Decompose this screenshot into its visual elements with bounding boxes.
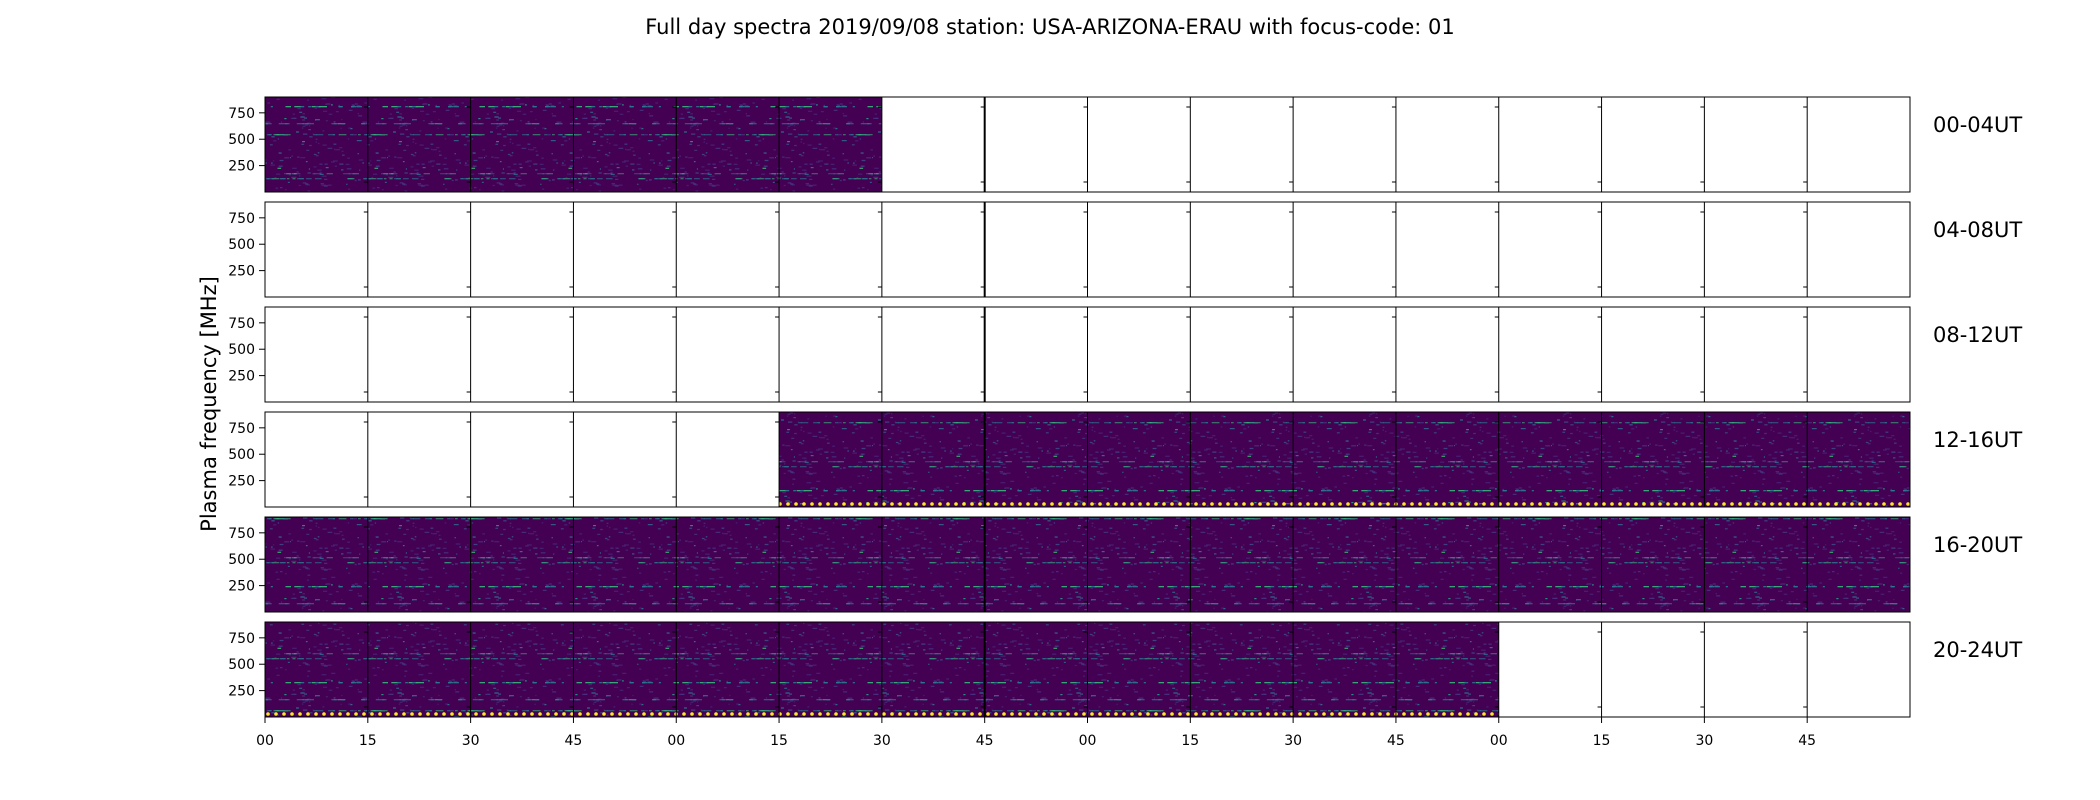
spectra-rows: 250 500 750 00-04UT 250 500 750 04-08UT 250 500 75…: [228, 96, 2022, 718]
x-tick-label: 45: [976, 733, 994, 749]
x-tick-label: 00: [1079, 733, 1097, 749]
y-tick-label: 500: [228, 342, 255, 358]
y-tick-label: 250: [228, 579, 255, 595]
row-label: 00-04UT: [1933, 113, 2022, 137]
y-tick-label: 750: [228, 421, 255, 437]
row-label: 20-24UT: [1933, 638, 2022, 662]
spectra-row-12-16UT: 250 500 750 12-16UT: [228, 411, 2022, 508]
x-tick-label: 30: [1284, 733, 1302, 749]
row-frame: [264, 306, 1911, 403]
x-tick-label: 15: [1181, 733, 1199, 749]
y-tick-label: 500: [228, 552, 255, 568]
x-tick-label: 00: [667, 733, 685, 749]
x-tick-label: 30: [1695, 733, 1713, 749]
y-tick-label: 750: [228, 211, 255, 227]
row-frame: [264, 516, 1911, 613]
row-label: 04-08UT: [1933, 218, 2022, 242]
y-axis-label: Plasma frequency [MHz]: [197, 276, 221, 532]
row-label: 08-12UT: [1933, 323, 2022, 347]
spectra-row-08-12UT: 250 500 750 08-12UT: [228, 306, 2022, 403]
x-tick-label: 15: [359, 733, 377, 749]
baseline-markers: [779, 502, 1910, 506]
row-frame: [264, 201, 1911, 298]
x-tick-label: 45: [1387, 733, 1405, 749]
y-tick-label: 500: [228, 447, 255, 463]
y-tick-label: 750: [228, 106, 255, 122]
spectra-row-00-04UT: 250 500 750 00-04UT: [228, 96, 2022, 193]
y-tick-label: 250: [228, 264, 255, 280]
spectra-row-16-20UT: 250 500 750 16-20UT: [228, 516, 2022, 613]
y-tick-label: 500: [228, 132, 255, 148]
x-axis-ticks: 00 15 30 45 00 15 30 45 00 15 30 45 00 15 30 45: [256, 717, 1816, 749]
y-tick-label: 750: [228, 316, 255, 332]
y-tick-label: 500: [228, 657, 255, 673]
y-tick-label: 250: [228, 159, 255, 175]
x-tick-label: 00: [256, 733, 274, 749]
y-tick-label: 250: [228, 474, 255, 490]
y-tick-label: 250: [228, 684, 255, 700]
x-tick-label: 30: [462, 733, 480, 749]
row-label: 12-16UT: [1933, 428, 2022, 452]
chart-title: Full day spectra 2019/09/08 station: USA…: [645, 15, 1455, 39]
x-tick-label: 30: [873, 733, 891, 749]
x-tick-label: 15: [770, 733, 788, 749]
row-frame: [264, 411, 1911, 508]
x-tick-label: 00: [1490, 733, 1508, 749]
y-tick-label: 750: [228, 631, 255, 647]
y-tick-label: 250: [228, 369, 255, 385]
y-tick-label: 500: [228, 237, 255, 253]
row-frame: [264, 96, 1911, 193]
row-label: 16-20UT: [1933, 533, 2022, 557]
spectra-row-20-24UT: 250 500 750 20-24UT: [228, 621, 2022, 718]
x-tick-label: 15: [1593, 733, 1611, 749]
spectrum-fill: [779, 412, 1910, 507]
spectra-row-04-08UT: 250 500 750 04-08UT: [228, 201, 2022, 298]
x-tick-label: 45: [1798, 733, 1816, 749]
y-tick-label: 750: [228, 526, 255, 542]
x-tick-label: 45: [565, 733, 583, 749]
